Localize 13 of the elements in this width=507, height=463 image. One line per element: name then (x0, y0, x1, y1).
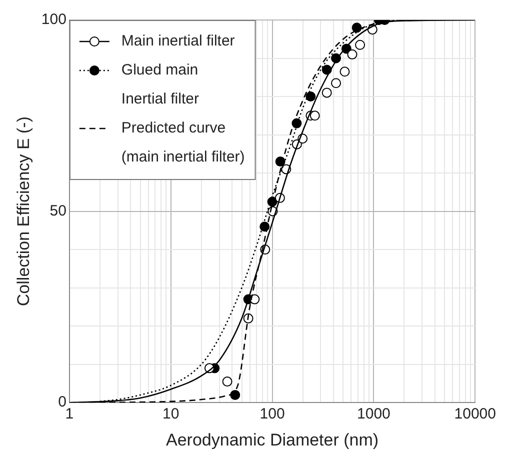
x-tick-label: 10000 (454, 406, 496, 423)
y-tick-label: 100 (41, 11, 66, 28)
x-tick-label: 1 (65, 406, 74, 423)
legend-label: Glued main Inertial filter (121, 62, 199, 108)
x-tick-label: 10 (162, 406, 180, 423)
y-tick-label: 0 (58, 394, 66, 411)
x-tick-label: 100 (260, 406, 285, 423)
x-axis-title: Aerodynamic Diameter (nm) (166, 430, 379, 450)
y-axis-title: Collection Efficiency E (-) (14, 116, 33, 306)
y-tick-label: 50 (50, 202, 66, 220)
x-tick-label: 1000 (357, 406, 390, 423)
legend-label: Main inertial filter (121, 32, 235, 50)
legend-label: Predicted curve (main inertial filter) (121, 120, 245, 166)
